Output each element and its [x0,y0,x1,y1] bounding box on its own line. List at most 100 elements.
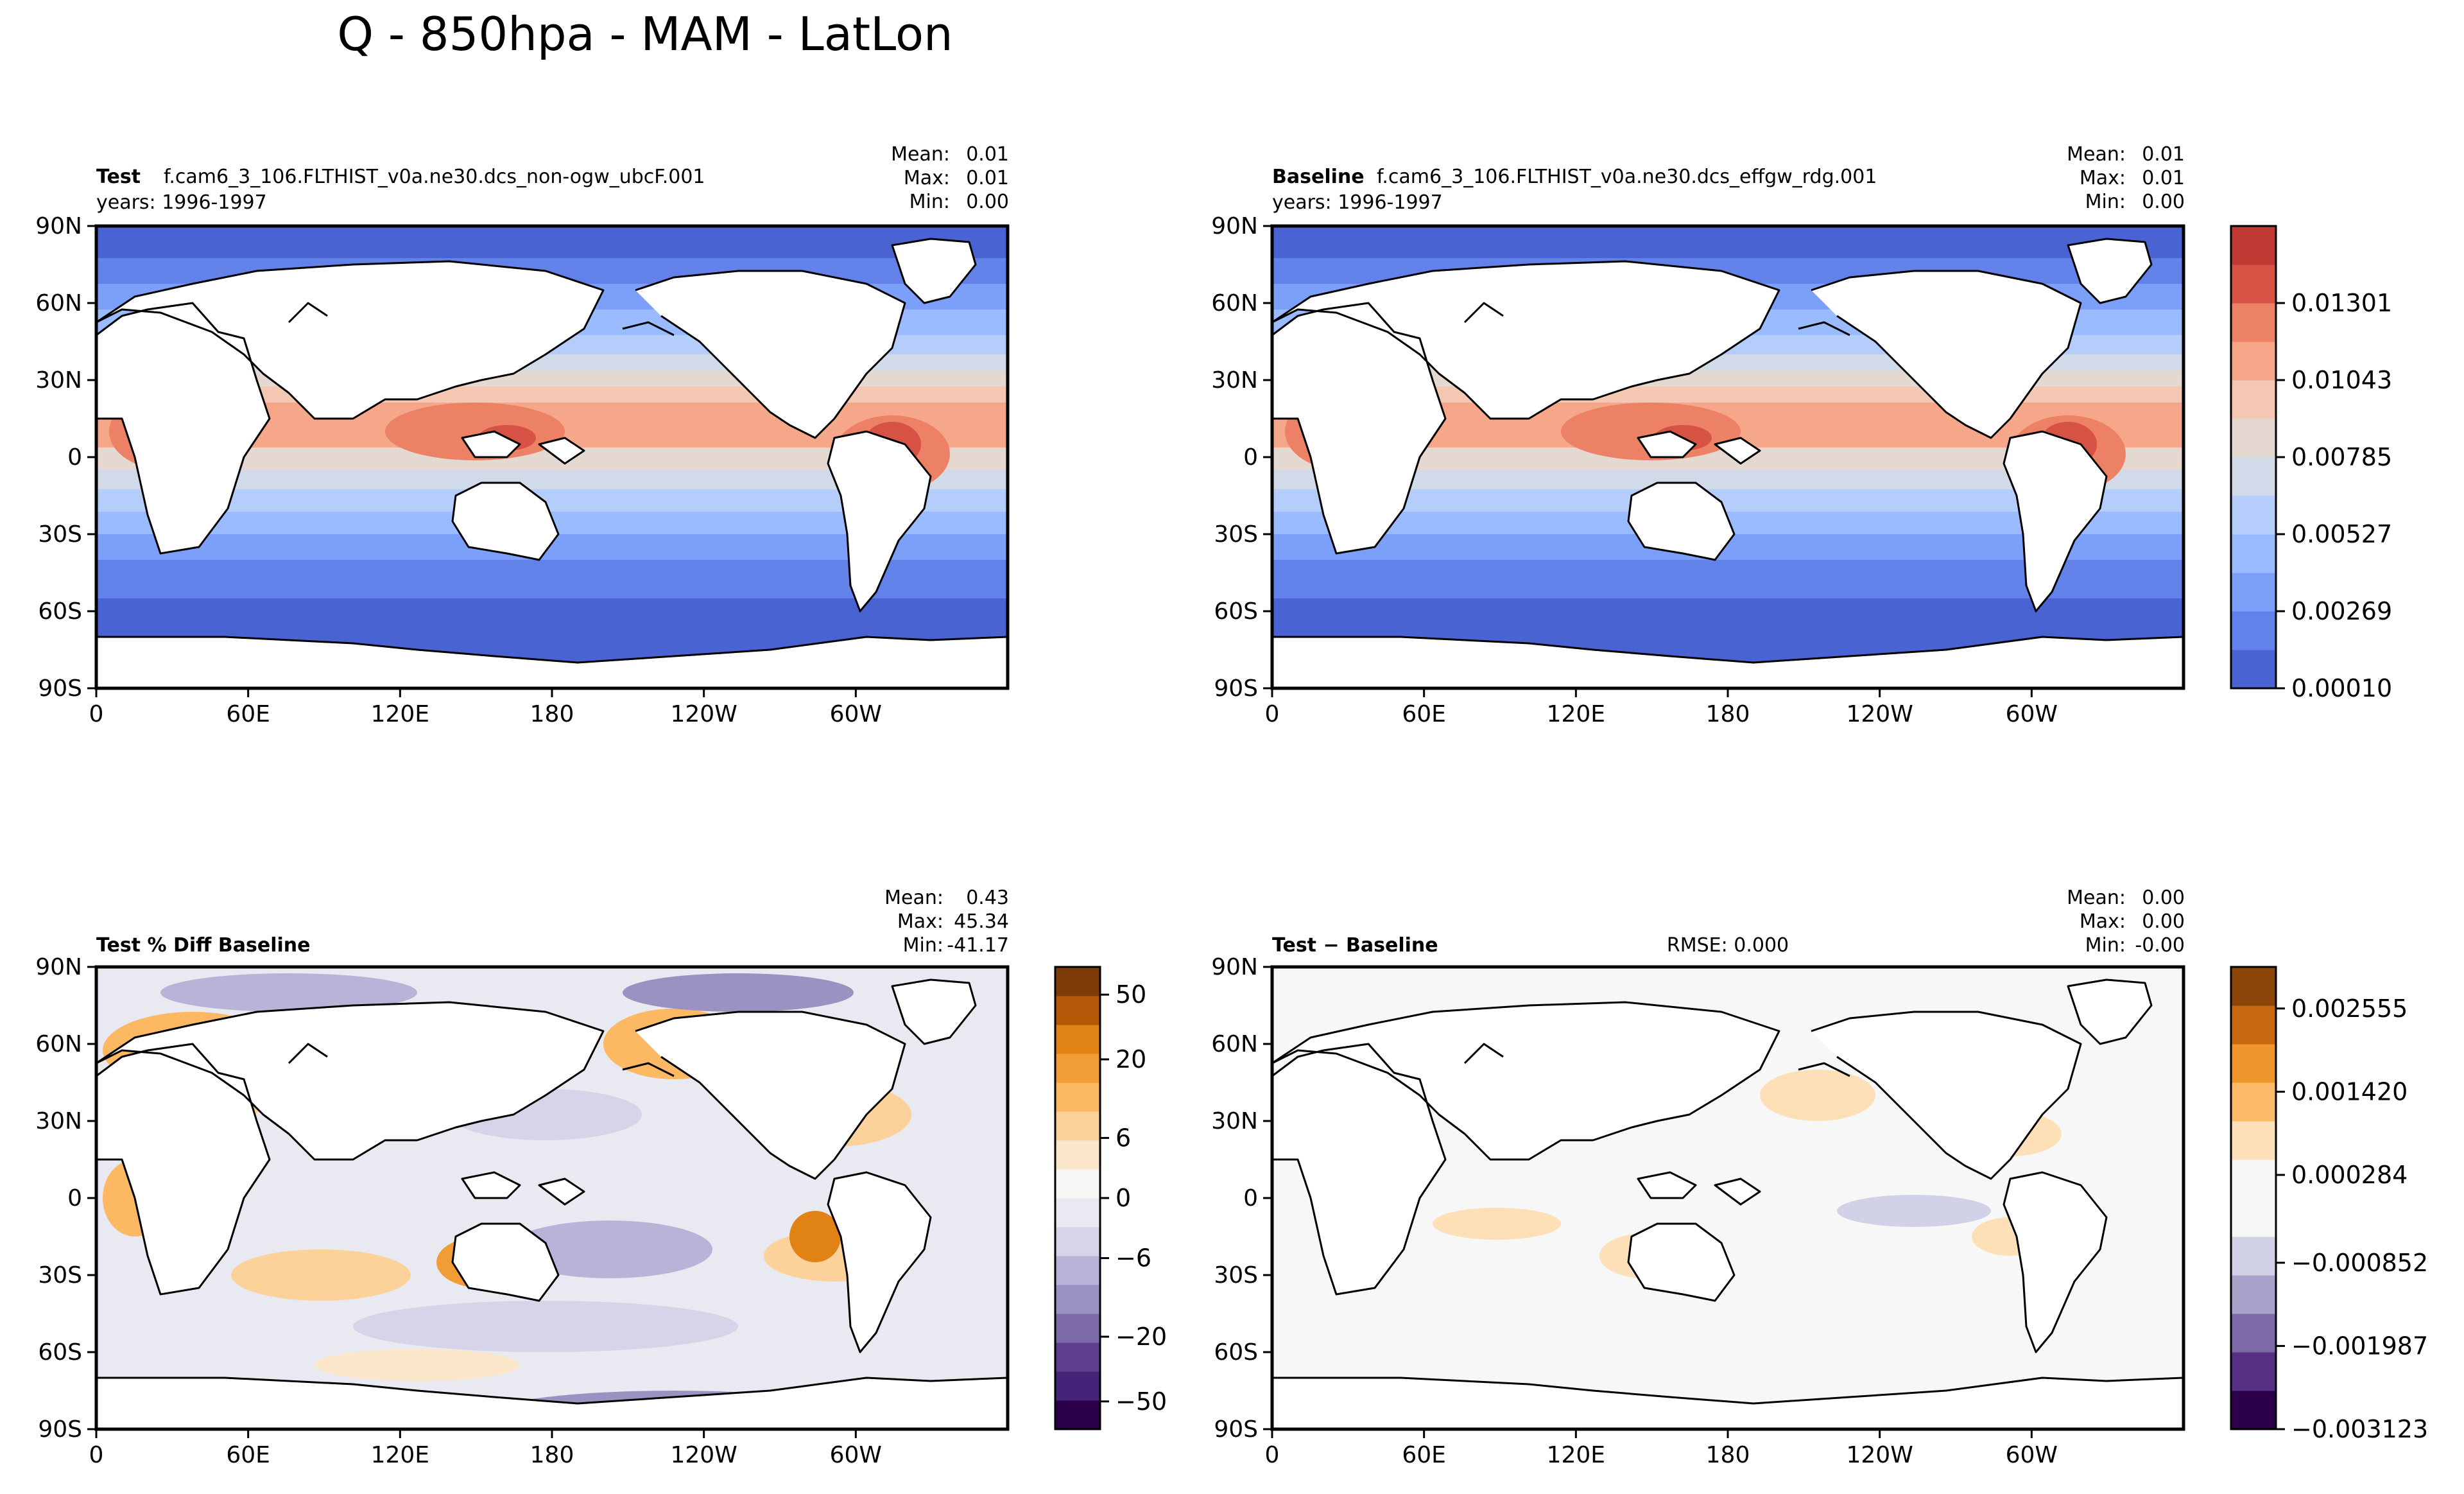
diff-mean-label: Mean: [2067,887,2126,909]
x-tick-label: 180 [1706,1442,1750,1468]
y-tick-label: 60N [1211,290,1258,317]
baseline-title-text: f.cam6_3_106.FLTHIST_v0a.ne30.dcs_effgw_… [1377,166,1877,188]
y-tick-label: 90S [1214,1416,1258,1443]
x-tick-label: 60E [1402,1442,1446,1468]
y-tick-label: 30S [38,521,82,548]
diff-colorbar: 0.002555 0.001420 0.000284 −0.000852 −0.0019… [2230,966,2428,1443]
y-tick-label: 90S [38,1416,82,1443]
pct-diff-min-value: -41.17 [947,934,1009,957]
colorbar-tick-label: 0.00527 [2291,520,2392,548]
colorbar-segment [1055,1371,1100,1401]
y-tick-label: 90S [38,675,82,702]
colorbar-segment [2231,573,2276,612]
baseline-subtitle: years: 1996-1997 [1272,191,1443,214]
pct-diff-mean-label: Mean: [884,887,943,909]
colorbar-segment [1055,1400,1100,1430]
colorbar-segment [2231,1237,2276,1276]
colorbar-segment [2231,380,2276,419]
y-tick-label: 30S [38,1262,82,1289]
diff-mean-value: 0.00 [2142,887,2185,909]
y-tick-label: 90N [1211,954,1258,980]
x-tick-label: 60W [2006,1442,2058,1468]
pct-diff-title: Test % Diff Baseline [96,934,311,957]
figure-title: Q - 850hpa - MAM - LatLon [337,7,952,61]
x-tick-label: 60E [1402,701,1446,727]
diff-max-value: 0.00 [2142,910,2185,933]
colorbar-segment [2231,1391,2276,1430]
colorbar-segment [1055,1025,1100,1054]
y-tick-label: 60S [38,598,82,625]
x-tick-label: 120W [1847,1442,1913,1468]
x-tick-label: 120E [1547,1442,1605,1468]
test-mean-value: 0.01 [966,143,1009,166]
colorbar-segment [1055,1140,1100,1170]
pct-diff-max-label: Max: [897,910,943,933]
baseline-max-value: 0.01 [2142,167,2185,189]
colorbar-segment [1055,967,1100,996]
x-tick-label: 120E [1547,701,1605,727]
humidity-colorbar: 0.01301 0.01043 0.00785 0.00527 0.00269 0.000… [2230,225,2392,702]
colorbar-segment [1055,1227,1100,1256]
x-tick-label: 120W [671,701,737,727]
y-tick-label: 90N [1211,213,1258,239]
baseline-axis-ticks: 0 60E 120E 180 120W 60W 90N 60N 30N 0 30S 60S 90S [1211,213,2058,727]
colorbar-segment [2231,1275,2276,1314]
y-tick-label: 30N [1211,1108,1258,1134]
colorbar-segment [2231,534,2276,573]
colorbar-segment [2231,1005,2276,1045]
colorbar-tick-label: 0.002555 [2291,995,2408,1023]
colorbar-tick-label: 0.01301 [2291,289,2392,317]
colorbar-segment [2231,1082,2276,1122]
y-tick-label: 30S [1214,1262,1258,1289]
colorbar-tick-label: −0.003123 [2291,1415,2428,1443]
y-tick-label: 60S [38,1339,82,1366]
colorbar-segment [2231,1121,2276,1160]
y-tick-label: 30N [1211,367,1258,394]
baseline-min-label: Min: [2085,191,2126,213]
diff-min-label: Min: [2085,934,2126,957]
colorbar-tick-label: 0.00010 [2291,674,2392,702]
colorbar-segment [2231,1044,2276,1083]
test-min-value: 0.00 [966,191,1009,213]
test-max-label: Max: [904,167,950,189]
pct-diff-mean-value: 0.43 [966,887,1009,909]
colorbar-segment [2231,967,2276,1006]
test-min-label: Min: [909,191,950,213]
y-tick-label: 60S [1214,1339,1258,1366]
x-tick-label: 180 [1706,701,1750,727]
colorbar-segment [1055,1169,1100,1199]
colorbar-segment [1055,1054,1100,1083]
test-title-text: f.cam6_3_106.FLTHIST_v0a.ne30.dcs_non-og… [164,166,705,188]
baseline-min-value: 0.00 [2142,191,2185,213]
colorbar-segment [2231,1198,2276,1237]
colorbar-segment [2231,650,2276,689]
x-tick-label: 60E [226,701,270,727]
colorbar-frame [2230,966,2277,1430]
panel-diff: Test − Baseline RMSE: 0.000 Mean: 0.00 M… [1211,887,2428,1468]
diff-axis-ticks: 0 60E 120E 180 120W 60W 90N 60N 30N 0 30S 60S 90S [1211,954,2058,1468]
baseline-mean-value: 0.01 [2142,143,2185,166]
colorbar-tick-label: 0 [1116,1184,1131,1212]
pct-diff-axis-ticks: 0 60E 120E 180 120W 60W 90N 60N 30N 0 30S 60S 90S [35,954,882,1468]
x-tick-label: 120W [671,1442,737,1468]
baseline-max-label: Max: [2080,167,2126,189]
panel-test: Test f.cam6_3_106.FLTHIST_v0a.ne30.dcs_n… [35,143,1010,727]
colorbar-tick-label: 0.001420 [2291,1077,2408,1106]
x-tick-label: 120E [371,1442,429,1468]
y-tick-label: 30S [1214,521,1258,548]
colorbar-tick-label: 0.00785 [2291,443,2392,471]
x-tick-label: 60E [226,1442,270,1468]
y-tick-label: 30N [35,367,82,394]
test-max-value: 0.01 [966,167,1009,189]
colorbar-segment [1055,1285,1100,1314]
baseline-title-bold: Baseline [1272,166,1365,188]
diff-min-value: -0.00 [2135,934,2185,957]
x-tick-label: 180 [530,701,574,727]
y-tick-label: 0 [67,1185,82,1212]
x-tick-label: 60W [830,701,882,727]
y-tick-label: 30N [35,1108,82,1134]
panel-baseline: Baseline f.cam6_3_106.FLTHIST_v0a.ne30.d… [1211,143,2392,727]
y-tick-label: 90S [1214,675,1258,702]
colorbar-tick-label: 6 [1116,1124,1131,1152]
